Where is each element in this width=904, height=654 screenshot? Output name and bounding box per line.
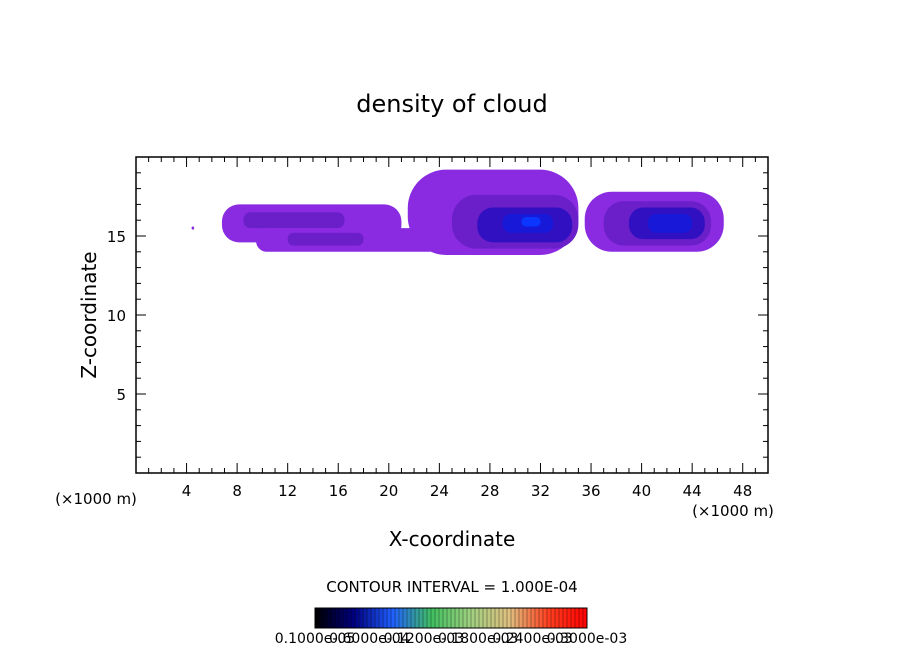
x-tick-label: 4: [182, 482, 192, 500]
y-axis-ticks: 5 10 15: [107, 172, 768, 458]
colorbar-label: 0.2400e-03: [492, 631, 572, 647]
cloud-region-9: [521, 217, 541, 227]
cloud-region-13: [647, 213, 693, 233]
cloud-region-4: [287, 232, 364, 246]
x-tick-label: 36: [581, 482, 600, 500]
x-tick-label: 16: [329, 482, 348, 500]
x-axis-ticks: 4 8 12 16 20 24 28 32 36 40 44 48: [148, 157, 756, 500]
x-tick-label: 28: [480, 482, 499, 500]
cloud-region-0: [191, 226, 195, 230]
colorbar-stripes: [318, 608, 584, 628]
x-tick-label: 24: [430, 482, 449, 500]
chart-title: density of cloud: [356, 90, 547, 118]
contour-interval-label: CONTOUR INTERVAL = 1.000E-04: [326, 578, 577, 596]
x-tick-label: 44: [683, 482, 702, 500]
y-axis-label: Z-coordinate: [77, 251, 101, 378]
x-tick-label: 20: [379, 482, 398, 500]
colorbar-label: 0.1800e-03: [438, 631, 518, 647]
y-tick-label: 5: [116, 386, 126, 404]
colorbar-label: 0.1200e-03: [384, 631, 464, 647]
x-unit-left: (×1000 m): [55, 490, 137, 508]
cloud-region-2: [243, 212, 345, 229]
colorbar-label: 0.1000e-05: [275, 631, 355, 647]
y-tick-label: 10: [107, 307, 126, 325]
colorbar-label: 0.6000e-04: [329, 631, 410, 647]
colorbar-label: 0.3000e-03: [547, 631, 627, 647]
cloud-density-field: [191, 169, 724, 255]
x-axis-label: X-coordinate: [389, 527, 516, 551]
x-tick-label: 40: [632, 482, 651, 500]
x-unit-right: (×1000 m): [692, 502, 774, 520]
x-tick-label: 48: [733, 482, 752, 500]
colorbar-labels: 0.1000e-050.6000e-040.1200e-030.1800e-03…: [275, 631, 627, 647]
x-tick-label: 8: [232, 482, 242, 500]
x-tick-label: 32: [531, 482, 550, 500]
y-tick-label: 15: [107, 228, 126, 246]
x-tick-label: 12: [278, 482, 297, 500]
